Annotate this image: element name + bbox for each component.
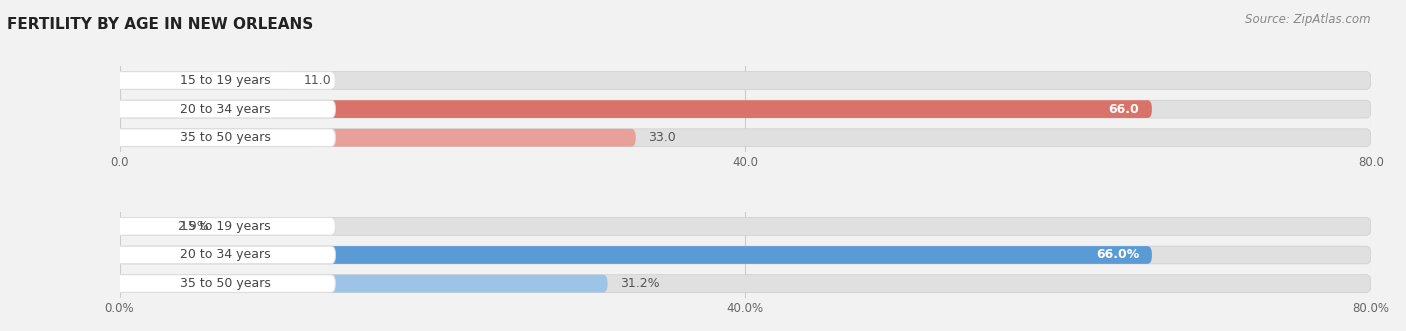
FancyBboxPatch shape <box>120 71 1371 89</box>
FancyBboxPatch shape <box>115 71 336 89</box>
Text: 35 to 50 years: 35 to 50 years <box>180 277 270 290</box>
Text: 35 to 50 years: 35 to 50 years <box>180 131 270 144</box>
FancyBboxPatch shape <box>120 246 1152 264</box>
Text: 66.0: 66.0 <box>1108 103 1139 116</box>
Text: 20 to 34 years: 20 to 34 years <box>180 103 270 116</box>
Text: 15 to 19 years: 15 to 19 years <box>180 220 270 233</box>
FancyBboxPatch shape <box>115 100 336 118</box>
FancyBboxPatch shape <box>115 246 336 264</box>
Text: 31.2%: 31.2% <box>620 277 659 290</box>
Text: Source: ZipAtlas.com: Source: ZipAtlas.com <box>1246 13 1371 26</box>
FancyBboxPatch shape <box>120 246 1371 264</box>
FancyBboxPatch shape <box>120 100 1371 118</box>
Text: 11.0: 11.0 <box>304 74 332 87</box>
FancyBboxPatch shape <box>115 217 336 235</box>
FancyBboxPatch shape <box>120 217 1371 235</box>
FancyBboxPatch shape <box>120 129 636 147</box>
FancyBboxPatch shape <box>120 275 607 293</box>
Text: 20 to 34 years: 20 to 34 years <box>180 249 270 261</box>
FancyBboxPatch shape <box>120 275 1371 293</box>
FancyBboxPatch shape <box>115 129 336 147</box>
FancyBboxPatch shape <box>120 217 165 235</box>
Text: 33.0: 33.0 <box>648 131 676 144</box>
FancyBboxPatch shape <box>120 129 1371 147</box>
FancyBboxPatch shape <box>120 100 1152 118</box>
Text: FERTILITY BY AGE IN NEW ORLEANS: FERTILITY BY AGE IN NEW ORLEANS <box>7 17 314 31</box>
Text: 2.9%: 2.9% <box>177 220 209 233</box>
Text: 66.0%: 66.0% <box>1097 249 1139 261</box>
Text: 15 to 19 years: 15 to 19 years <box>180 74 270 87</box>
FancyBboxPatch shape <box>120 71 291 89</box>
FancyBboxPatch shape <box>115 275 336 293</box>
